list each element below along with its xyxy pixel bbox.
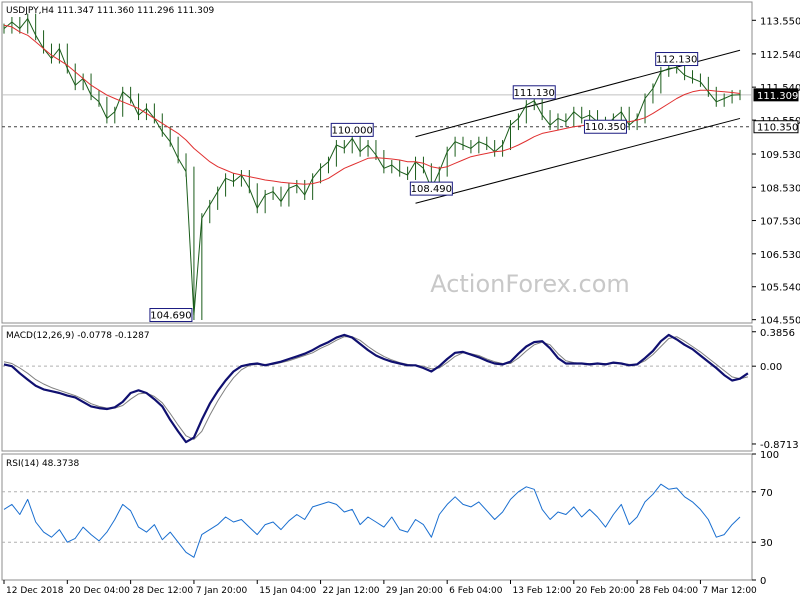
price-y-tick-label: 112.540 — [760, 50, 800, 61]
price-annotation-box — [149, 308, 193, 323]
price-y-tick-label: 113.550 — [760, 16, 800, 27]
price-tag-box — [753, 120, 799, 134]
rsi-y-tick-label: 70 — [760, 488, 773, 499]
price-tag-label: 110.350 — [757, 123, 798, 134]
x-tick-label: 6 Feb 04:00 — [449, 586, 503, 596]
x-tick-label: 13 Feb 12:00 — [512, 586, 571, 596]
price-y-tick-label: 108.530 — [760, 183, 800, 194]
price-y-tick-label: 106.530 — [760, 250, 800, 261]
price-annotation-box — [655, 52, 699, 67]
price-annotation-label: 112.130 — [656, 55, 697, 66]
rsi-y-tick-label: 0 — [760, 576, 766, 587]
x-tick-label: 20 Dec 04:00 — [69, 586, 130, 596]
price-annotation-box — [583, 119, 627, 134]
price-tag-box — [753, 88, 799, 102]
macd-title: MACD(12,26,9) -0.0778 -0.1287 — [6, 331, 150, 341]
price-annotation-box — [512, 85, 556, 100]
x-tick-label: 7 Jan 20:00 — [196, 586, 248, 596]
price-y-tick-label: 105.540 — [760, 283, 800, 294]
x-tick-label: 20 Feb 20:00 — [576, 586, 635, 596]
price-annotation-box — [409, 181, 453, 196]
price-panel-frame — [1, 1, 753, 324]
price-annotation-box — [330, 122, 374, 137]
rsi-panel-frame — [1, 453, 753, 581]
price-tag-label: 111.309 — [757, 91, 798, 102]
x-tick-label: 29 Jan 20:00 — [386, 586, 443, 596]
rsi-y-tick-label: 30 — [760, 538, 773, 549]
price-annotation-label: 111.130 — [514, 88, 555, 99]
price-title: USDJPY,H4 111.347 111.360 111.296 111.30… — [6, 6, 215, 16]
x-tick-label: 28 Feb 04:00 — [639, 586, 698, 596]
price-y-tick-label: 109.530 — [760, 150, 800, 161]
price-y-tick-label: 104.550 — [760, 316, 800, 327]
rsi-line — [3, 483, 741, 558]
x-tick-label: 22 Jan 12:00 — [323, 586, 380, 596]
price-series-line — [3, 18, 741, 316]
price-y-tick-label: 107.530 — [760, 217, 800, 228]
price-annotation-label: 108.490 — [411, 184, 452, 195]
macd-y-tick-label: -0.8713 — [760, 440, 799, 451]
macd-y-tick-label: 0.3856 — [760, 328, 795, 339]
price-annotation-label: 110.000 — [332, 125, 373, 136]
price-annotation-label: 110.350 — [585, 122, 626, 133]
rsi-y-tick-label: 100 — [760, 450, 779, 461]
macd-signal-line — [3, 336, 749, 440]
x-tick-label: 7 Mar 12:00 — [702, 586, 757, 596]
x-tick-label: 15 Jan 04:00 — [259, 586, 316, 596]
macd-line — [3, 333, 749, 444]
channel-lower-line — [415, 117, 741, 204]
macd-panel-frame — [1, 325, 753, 452]
x-tick-label: 12 Dec 2018 — [6, 586, 64, 596]
rsi-title: RSI(14) 48.3738 — [6, 459, 79, 469]
moving-average-line — [3, 24, 741, 185]
price-annotation-label: 104.690 — [150, 311, 191, 322]
watermark: ActionForex.com — [430, 270, 630, 298]
x-tick-label: 28 Dec 12:00 — [133, 586, 194, 596]
macd-y-tick-label: 0.00 — [760, 362, 782, 373]
